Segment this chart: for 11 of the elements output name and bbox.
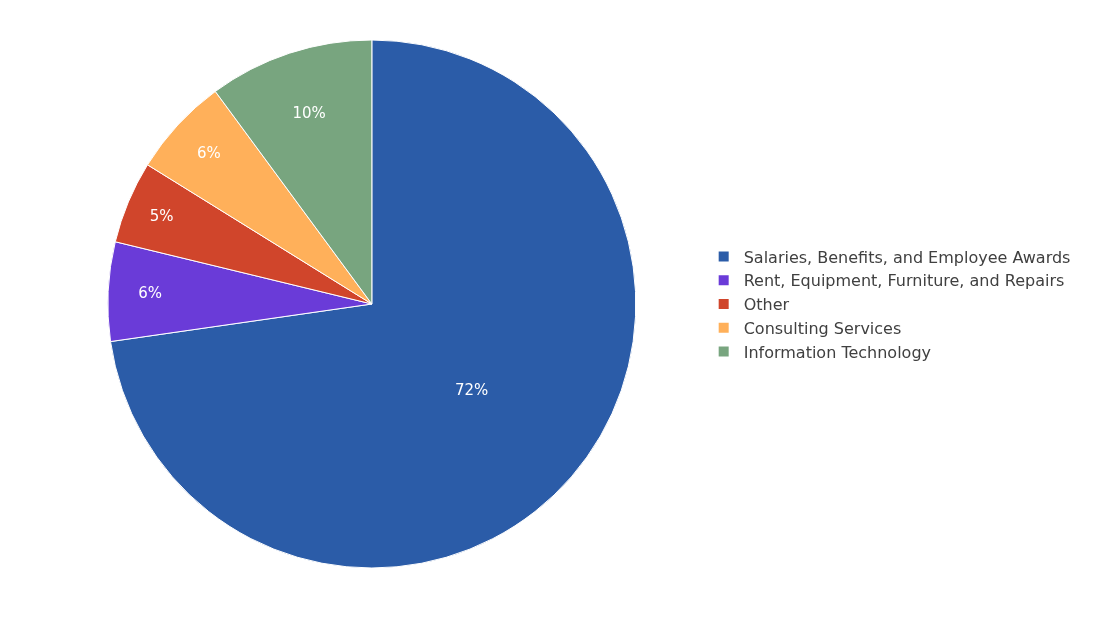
legend-label: Salaries, Benefits, and Employee Awards	[743, 247, 1071, 267]
legend-label: Consulting Services	[743, 319, 902, 339]
pie-slice	[110, 39, 637, 569]
data-label: 6%	[138, 284, 162, 303]
data-label: 72%	[454, 381, 489, 400]
legend-label: Information Technology	[743, 342, 932, 362]
data-label: 10%	[292, 103, 326, 122]
legend-label: Other	[743, 295, 790, 315]
data-label: 6%	[196, 144, 221, 163]
data-label: 5%	[149, 206, 174, 225]
legend-label: Rent, Equipment, Furniture, and Repairs	[743, 271, 1065, 291]
